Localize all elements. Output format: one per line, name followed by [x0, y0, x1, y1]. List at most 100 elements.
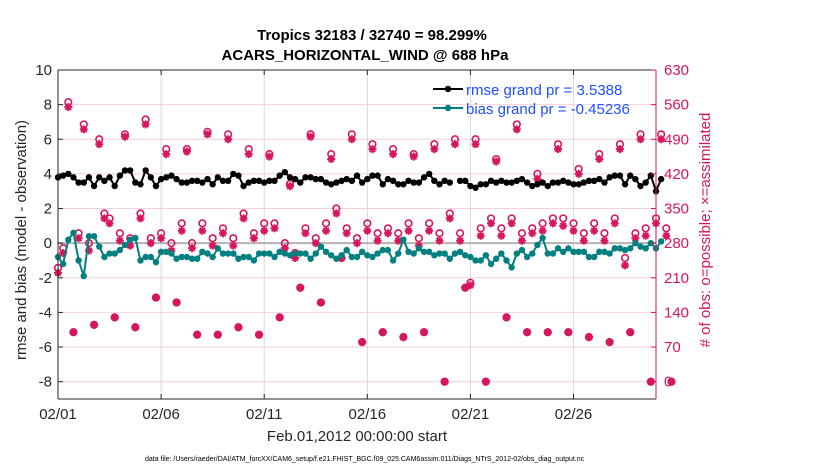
bias-point [353, 253, 361, 261]
obs-assimilated-marker [569, 226, 578, 235]
obs-assimilated-marker [141, 120, 150, 129]
rmse-point [132, 179, 139, 186]
bias-point [518, 246, 526, 254]
obs-assimilated-marker [198, 226, 207, 235]
obs-assimilated-marker [657, 135, 666, 144]
obs-assimilated-marker [213, 330, 222, 339]
obs-possible-marker [662, 224, 671, 233]
obs-assimilated-marker [162, 150, 171, 159]
obs-assimilated-marker [373, 236, 382, 245]
obs-assimilated-marker [280, 244, 289, 253]
rmse-point [565, 179, 572, 186]
obs-possible-marker [456, 229, 465, 238]
obs-assimilated-marker [121, 132, 130, 141]
rmse-point [575, 181, 582, 188]
bias-point [456, 248, 464, 256]
bias-point [384, 246, 392, 254]
y-tick-label-right: 350 [664, 201, 689, 218]
y-tick-label-left: -6 [39, 339, 52, 356]
rmse-point [425, 170, 433, 178]
obs-assimilated-marker [548, 219, 557, 228]
rmse-point [348, 177, 356, 185]
rmse-point [472, 184, 479, 191]
obs-assimilated-marker [69, 328, 78, 337]
bias-point [575, 248, 582, 256]
bias-point [96, 243, 103, 250]
bias-point [59, 260, 67, 268]
bias-point [291, 250, 299, 257]
rmse-point [415, 179, 423, 186]
obs-assimilated-marker [595, 155, 604, 164]
obs-assimilated-marker [177, 226, 186, 235]
rmse-point [601, 179, 608, 186]
bias-point [570, 248, 577, 256]
obs-assimilated-marker [234, 323, 243, 332]
obs-possible-marker [177, 219, 186, 228]
rmse-point [358, 179, 366, 186]
obs-possible-marker [198, 219, 207, 228]
rmse-point [395, 181, 402, 188]
rmse-point [611, 172, 618, 179]
obs-assimilated-marker [559, 221, 568, 230]
bias-point [529, 250, 536, 257]
rmse-point [142, 167, 149, 174]
rmse-point [101, 177, 108, 185]
rmse-point [420, 174, 428, 181]
obs-assimilated-marker [311, 239, 320, 248]
y-tick-label-left: -8 [39, 374, 52, 391]
bias-point [487, 260, 495, 268]
bias-point [544, 250, 551, 257]
rmse-point [369, 172, 376, 179]
bias-point [343, 246, 350, 254]
bias-point [183, 253, 191, 261]
rmse-point [271, 177, 278, 185]
obs-assimilated-marker [584, 333, 593, 342]
data-file-footnote: data file: /Users/raeder/DAI/ATM_forcXX/… [145, 456, 585, 463]
obs-assimilated-marker [172, 298, 181, 307]
bias-point [585, 253, 593, 261]
x-tick-label: 02/11 [246, 406, 282, 423]
y-tick-label-left: 4 [44, 166, 52, 183]
bias-point [219, 250, 227, 257]
bias-point [137, 257, 144, 264]
y-tick-label-left: 0 [44, 235, 52, 252]
obs-assimilated-marker [265, 152, 274, 161]
bias-point [395, 250, 402, 257]
obs-assimilated-marker [389, 150, 398, 159]
bias-point [199, 248, 206, 256]
bias-point [317, 243, 325, 250]
obs-assimilated-marker [621, 261, 630, 270]
rmse-point [333, 179, 340, 186]
obs-assimilated-marker [218, 229, 227, 238]
x-tick-label: 02/16 [349, 406, 387, 423]
obs-possible-marker [590, 219, 599, 228]
rmse-point [137, 181, 144, 188]
bias-point [240, 253, 247, 261]
rmse-point [255, 177, 263, 185]
legend-rmse-marker [444, 85, 452, 93]
obs-assimilated-marker [646, 377, 655, 386]
rmse-point [85, 174, 93, 181]
obs-assimilated-marker [605, 338, 614, 347]
bias-point [65, 236, 72, 243]
obs-possible-marker [425, 219, 434, 228]
obs-assimilated-marker [296, 283, 305, 292]
obs-possible-marker [363, 219, 372, 228]
rmse-point [178, 179, 185, 186]
rmse-point [544, 182, 551, 190]
bias-point [204, 250, 211, 257]
obs-assimilated-marker [353, 239, 361, 248]
obs-assimilated-marker [270, 224, 279, 233]
rmse-point [508, 179, 515, 186]
obs-assimilated-marker [285, 182, 294, 191]
y-tick-label-left: 8 [44, 97, 52, 114]
obs-assimilated-marker [342, 229, 351, 238]
rmse-point [379, 181, 386, 188]
rmse-point [173, 175, 180, 183]
bias-point [163, 248, 170, 256]
y-tick-label-left: 2 [44, 201, 52, 218]
rmse-point [549, 179, 557, 186]
obs-assimilated-marker [64, 103, 73, 112]
bias-point [405, 248, 412, 256]
rmse-point [616, 172, 624, 179]
